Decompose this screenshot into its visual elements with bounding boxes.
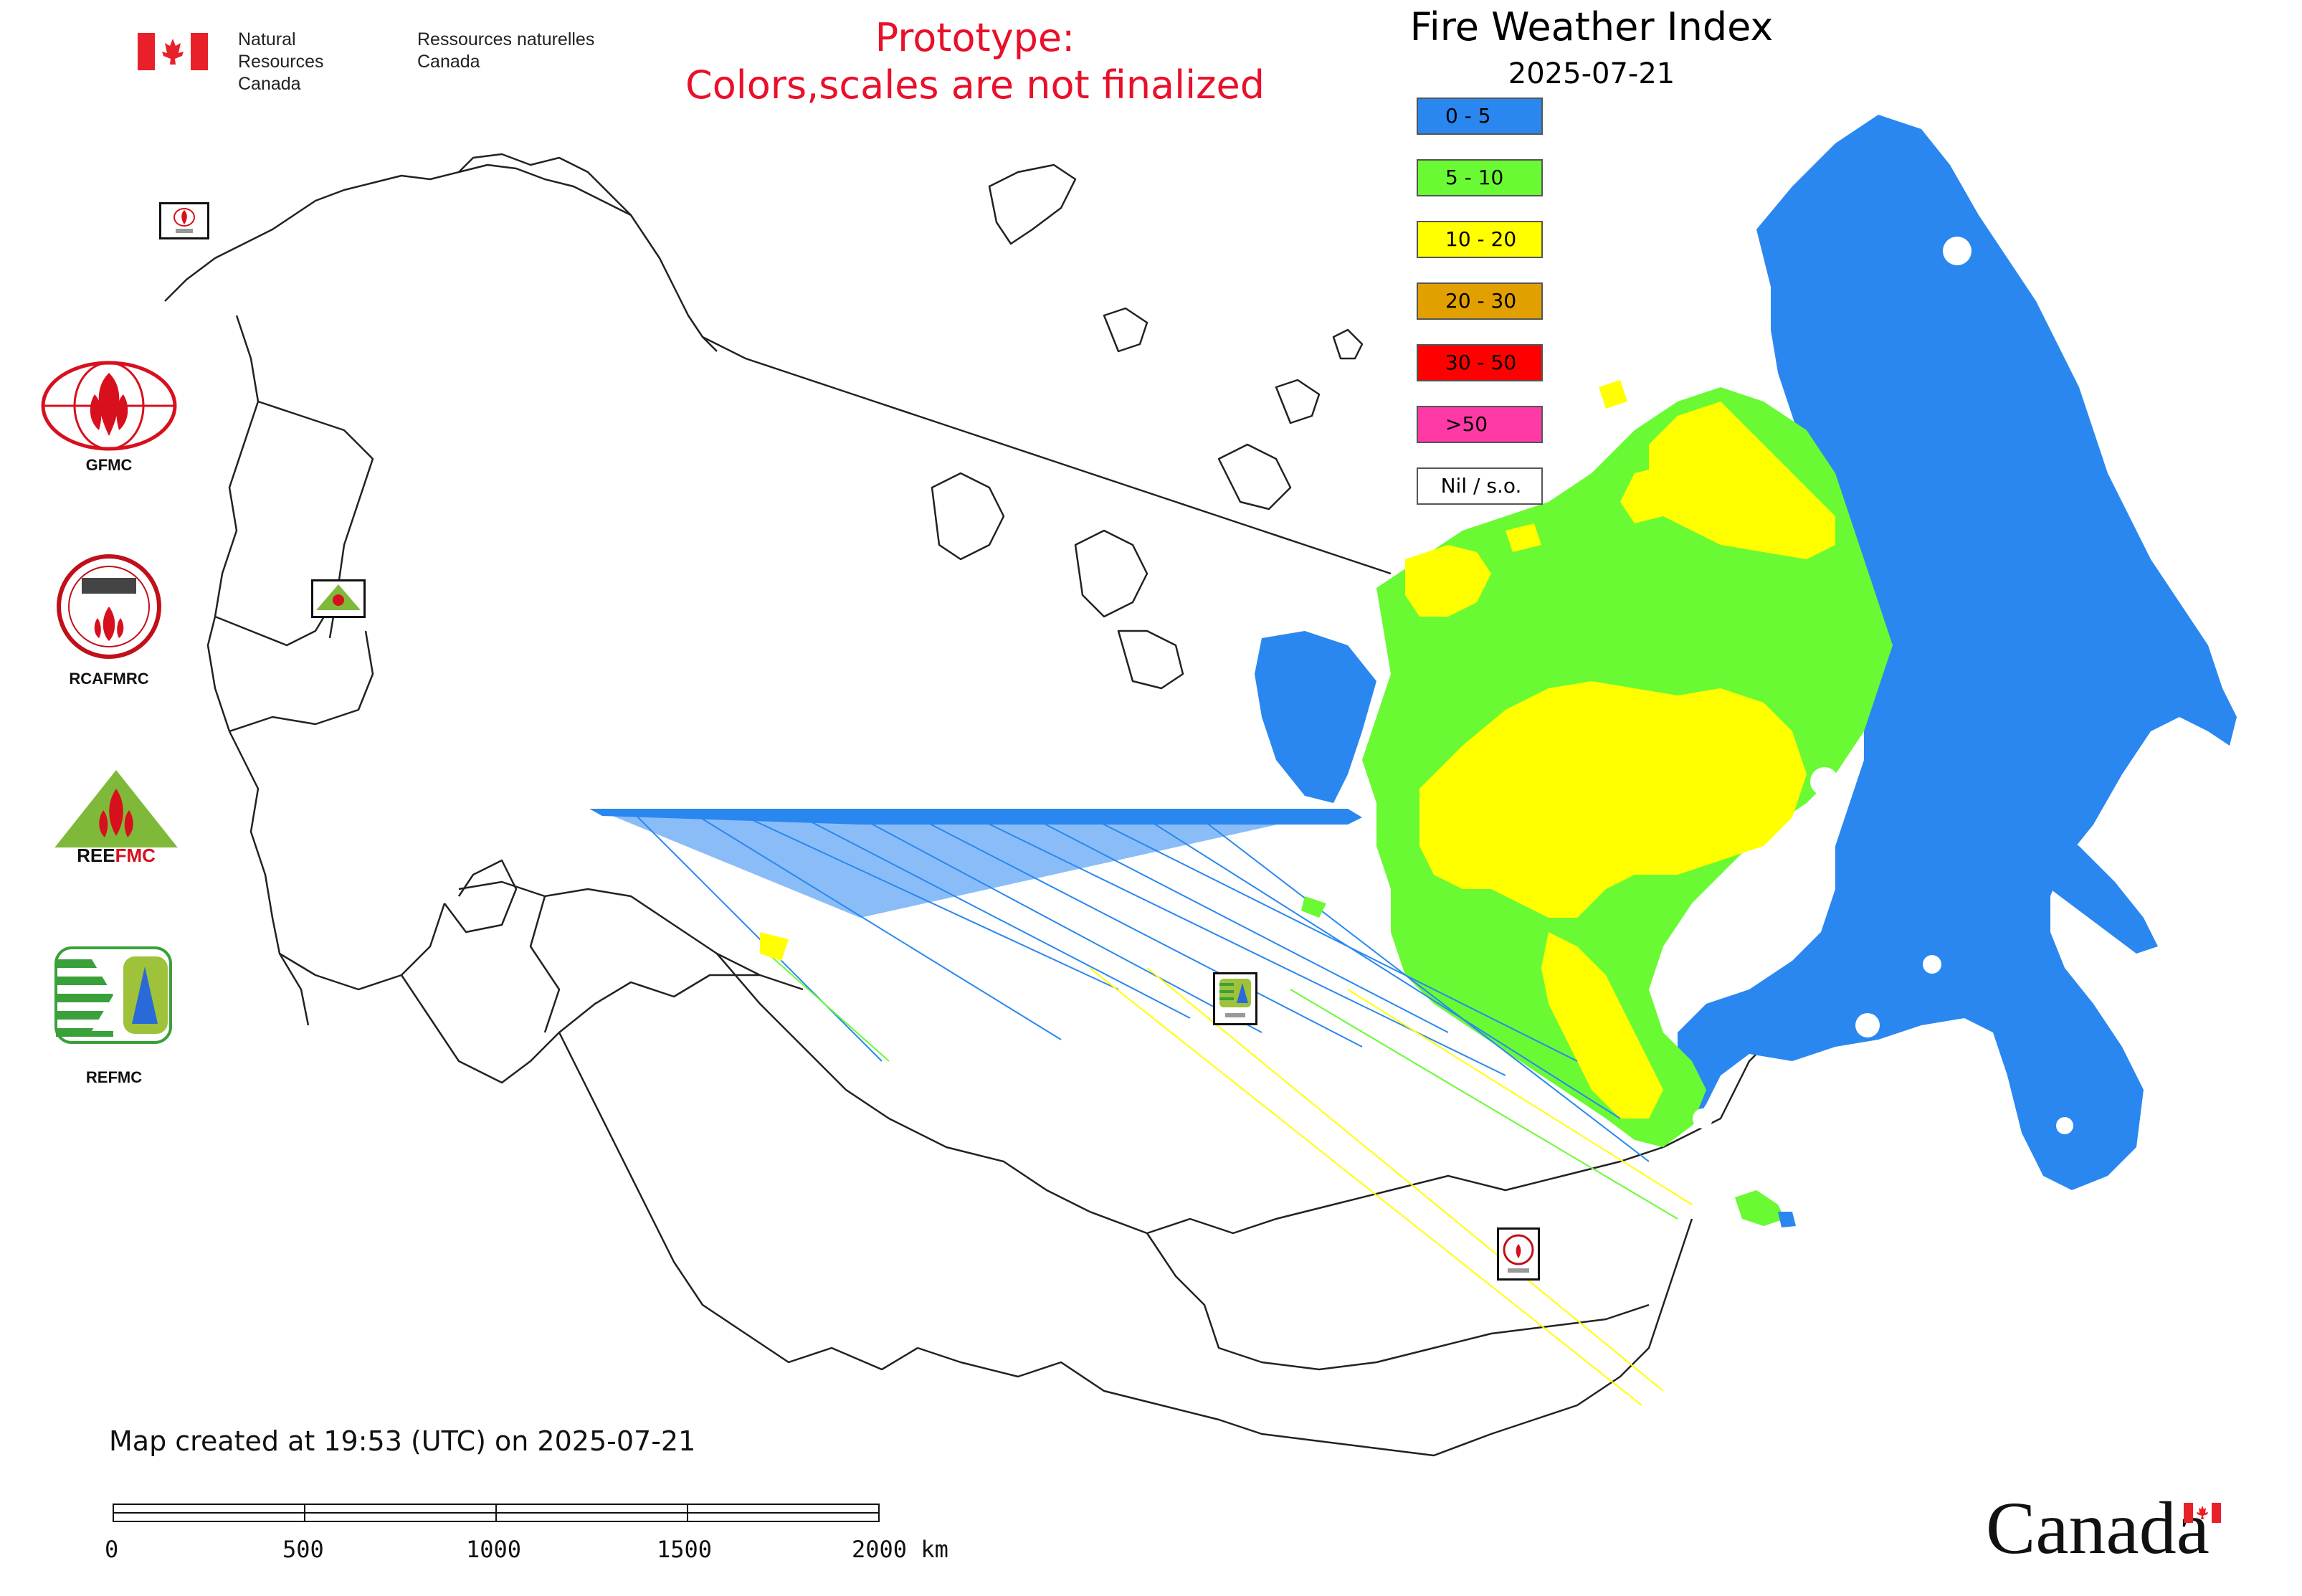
gfmc-label: GFMC bbox=[85, 456, 133, 474]
scale-label-1000: 1000 bbox=[466, 1536, 522, 1563]
canada-wordmark: Canada bbox=[1986, 1487, 2210, 1569]
canada-flag-icon bbox=[138, 33, 208, 70]
rcafmrc-label: RCAFMRC bbox=[69, 670, 149, 688]
gfmc-logo-icon bbox=[41, 361, 177, 451]
rcafmrc-small-icon bbox=[1503, 1234, 1534, 1273]
scale-bar-graphic bbox=[113, 1504, 880, 1522]
prototype-line1: Prototype: bbox=[875, 15, 1075, 60]
gfmc-logo-group: GFMC bbox=[37, 358, 181, 480]
reefmc-small-icon bbox=[316, 584, 361, 610]
legend-item-20-30: 20 - 30 bbox=[1417, 282, 1543, 320]
fwi-streaks bbox=[595, 809, 1693, 1406]
svg-text:REEFMC: REEFMC bbox=[77, 845, 156, 866]
map-date: 2025-07-21 bbox=[1508, 57, 1675, 90]
legend-item-5-10: 5 - 10 bbox=[1417, 159, 1543, 196]
refmc-label: REFMC bbox=[85, 1068, 143, 1086]
gfmc-small-icon bbox=[173, 208, 195, 233]
map-created-text: Map created at 19:53 (UTC) on 2025-07-21 bbox=[109, 1425, 696, 1457]
scale-label-2000-km: 2000 km bbox=[852, 1536, 948, 1563]
refmc-logo-group: REFMC bbox=[53, 945, 196, 1088]
reefmc-map-marker bbox=[311, 579, 366, 618]
scale-bar bbox=[112, 1503, 882, 1524]
prototype-line2: Colors,scales are not finalized bbox=[685, 62, 1265, 108]
country-boundaries bbox=[164, 153, 1779, 1457]
gfmc-map-marker bbox=[159, 202, 209, 239]
legend-item-nil: Nil / s.o. bbox=[1417, 467, 1543, 505]
fwi-fill bbox=[589, 115, 2237, 1227]
refmc-small-icon bbox=[1219, 979, 1251, 1017]
scale-label-500: 500 bbox=[282, 1536, 324, 1563]
rcafmrc-logo-icon bbox=[57, 554, 161, 659]
wordmark-flag-icon bbox=[2184, 1503, 2221, 1523]
org-name-fr-line1: Ressources naturelles bbox=[417, 29, 595, 49]
org-name-fr-line2: Canada bbox=[417, 52, 480, 72]
legend-item-30-50: 30 - 50 bbox=[1417, 344, 1543, 381]
rcafmrc-logo-group: RCAFMRC bbox=[37, 549, 181, 693]
rcafmrc-map-marker bbox=[1497, 1227, 1540, 1281]
legend-item-10-20: 10 - 20 bbox=[1417, 221, 1543, 258]
reefmc-logo-icon: REEFMC bbox=[42, 770, 191, 866]
reefmc-logo-group: REEFMC bbox=[37, 767, 195, 875]
legend-item-over-50: >50 bbox=[1417, 406, 1543, 443]
org-name-en-line2: Canada bbox=[238, 74, 301, 94]
org-name-en-line1: Natural Resources bbox=[238, 29, 324, 72]
map-title: Fire Weather Index bbox=[1409, 4, 1774, 49]
refmc-map-marker bbox=[1213, 972, 1257, 1025]
refmc-logo-icon bbox=[54, 946, 172, 1044]
prototype-notice: Prototype: Colors,scales are not finaliz… bbox=[617, 14, 1333, 109]
scale-label-0: 0 bbox=[105, 1536, 119, 1563]
scale-label-1500: 1500 bbox=[657, 1536, 713, 1563]
legend-item-0-5: 0 - 5 bbox=[1417, 98, 1543, 135]
